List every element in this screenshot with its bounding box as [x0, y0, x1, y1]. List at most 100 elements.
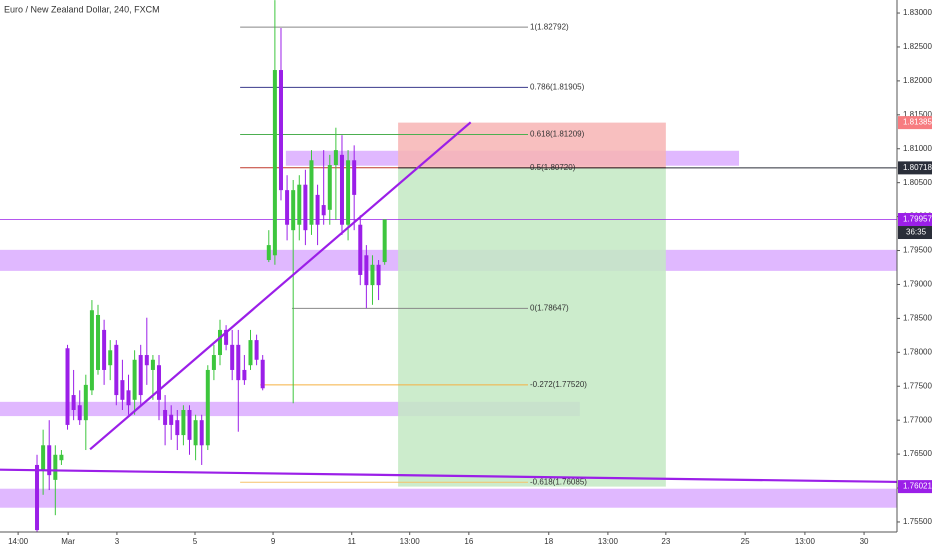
candle-body — [352, 160, 357, 195]
candle-body — [96, 314, 101, 370]
candle-body — [114, 344, 119, 396]
candle-body — [59, 454, 64, 461]
x-tick-label: 5 — [193, 537, 198, 546]
candle-body — [53, 454, 58, 480]
candle-body — [71, 395, 76, 410]
fib-label: 0.5(1.80720) — [530, 163, 576, 172]
candle-body — [126, 390, 131, 406]
candle-body — [370, 264, 375, 286]
fib-label: -0.272(1.77520) — [530, 380, 587, 389]
candle-body — [193, 420, 198, 446]
price-label-bg — [898, 161, 932, 175]
price-label-bg — [898, 480, 932, 494]
x-tick-label: 11 — [348, 537, 357, 546]
countdown: 36:35 — [906, 228, 927, 237]
fib-label: 0.618(1.81209) — [530, 130, 585, 139]
trend-line — [0, 468, 898, 484]
candle-body — [297, 184, 302, 225]
candle-body — [242, 369, 247, 381]
price-label-bg — [898, 213, 932, 227]
candle-body — [35, 464, 40, 531]
candle-body — [266, 245, 271, 261]
chart-title: Euro / New Zealand Dollar, 240, FXCM — [4, 4, 160, 14]
y-tick-label: 1.77500 — [903, 381, 932, 390]
candle-body — [278, 70, 283, 191]
x-tick-label: 9 — [271, 537, 276, 546]
y-tick-label: 1.80500 — [903, 178, 932, 187]
candle-body — [102, 329, 107, 370]
y-tick-label: 1.81000 — [903, 144, 932, 153]
candle-body — [169, 414, 174, 425]
y-tick-label: 1.81500 — [903, 110, 932, 119]
price-label-bg — [898, 116, 932, 130]
candle-body — [236, 344, 241, 381]
x-tick-label: 16 — [464, 537, 473, 546]
candle-body — [364, 255, 369, 286]
candle-body — [358, 224, 363, 275]
candle-body — [199, 420, 204, 446]
countdown-bg — [898, 226, 932, 240]
trend-line — [89, 121, 472, 451]
candle-body — [309, 160, 314, 225]
x-tick-label: 25 — [741, 537, 750, 546]
candle-body — [108, 350, 113, 366]
y-tick-label: 1.83000 — [903, 8, 932, 17]
x-tick-label: Mar — [61, 537, 75, 546]
candle-body — [120, 380, 125, 400]
candle-body — [285, 190, 290, 225]
fib-label: 0.786(1.81905) — [530, 82, 585, 91]
candle-body — [291, 190, 296, 231]
candle-body — [47, 445, 52, 476]
candle-body — [163, 409, 168, 425]
candle-body — [327, 165, 332, 210]
price-label: 1.81385 — [903, 118, 932, 127]
candle-body — [315, 194, 320, 225]
candle-body — [65, 348, 70, 425]
x-tick-label: 23 — [661, 537, 670, 546]
candle-body — [132, 359, 137, 400]
x-tick-label: 13:00 — [598, 537, 619, 546]
fib-label: 1(1.82792) — [530, 22, 569, 31]
price-label: 1.76021 — [903, 482, 932, 491]
y-tick-label: 1.75500 — [903, 517, 932, 526]
zone — [0, 488, 897, 508]
candle-body — [211, 355, 216, 370]
candle-body — [138, 355, 143, 396]
candle-body — [339, 154, 344, 225]
price-label: 1.80718 — [903, 163, 932, 172]
x-tick-label: 3 — [115, 537, 120, 546]
fib-label: 0(1.78647) — [530, 304, 569, 313]
candle-body — [175, 420, 180, 436]
candle-body — [248, 340, 253, 366]
candle-body — [181, 409, 186, 436]
plot-area: 1(1.82792) 0.786(1.81905) 0.618(1.81209) 0.… — [0, 0, 898, 533]
y-tick-label: 1.76500 — [903, 449, 932, 458]
candle-body — [321, 205, 326, 216]
candle-body — [382, 219, 387, 263]
candle-body — [272, 70, 277, 256]
x-tick-label: 13:00 — [400, 537, 421, 546]
fib-label: -0.618(1.76085) — [530, 477, 587, 486]
candle-body — [205, 369, 210, 446]
y-tick-label: 1.77000 — [903, 415, 932, 424]
candle-body — [83, 384, 88, 421]
x-tick-label: 30 — [860, 537, 869, 546]
y-tick-label: 1.82000 — [903, 76, 932, 85]
candle-body — [333, 150, 338, 166]
y-tick-label: 1.78000 — [903, 347, 932, 356]
axis-bg — [898, 0, 932, 550]
candle-body — [376, 264, 381, 286]
candle-body — [217, 329, 222, 356]
x-tick-label: 13:00 — [795, 537, 816, 546]
axis-bg — [0, 533, 932, 550]
candle-body — [77, 405, 82, 421]
target-zone — [398, 167, 666, 487]
candle-body — [230, 344, 235, 370]
y-tick-label: 1.79500 — [903, 246, 932, 255]
x-tick-label: 14:00 — [8, 537, 29, 546]
y-tick-label: 1.79000 — [903, 280, 932, 289]
y-tick-label: 1.82500 — [903, 42, 932, 51]
candle-body — [157, 365, 162, 400]
candle-body — [187, 409, 192, 440]
